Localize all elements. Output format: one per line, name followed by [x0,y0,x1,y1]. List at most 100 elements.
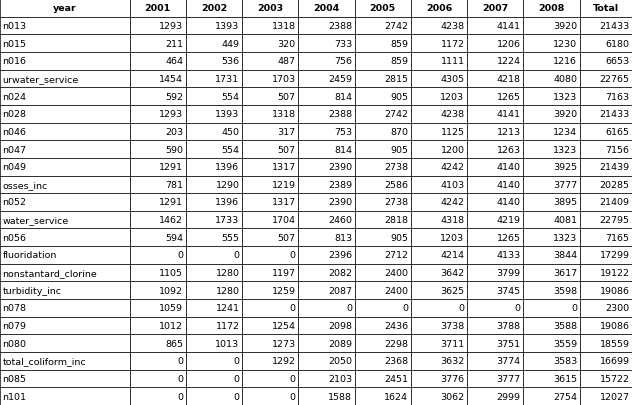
Bar [298,70,355,88]
Text: 2008: 2008 [538,4,564,13]
Text: 1393: 1393 [216,22,240,31]
Text: n078: n078 [3,304,27,313]
Bar [130,194,186,211]
Bar [355,317,411,335]
Bar [298,299,355,317]
Bar [580,335,632,352]
Bar [580,141,632,158]
Bar [242,370,298,388]
Bar [0,17,130,35]
Bar [186,176,242,194]
Text: 1213: 1213 [497,128,521,136]
Text: 2742: 2742 [384,110,408,119]
Text: year: year [53,4,76,13]
Bar [580,264,632,282]
Bar [355,141,411,158]
Text: 7165: 7165 [605,233,629,242]
Bar [186,370,242,388]
Text: n080: n080 [3,339,27,348]
Bar [580,299,632,317]
Text: 592: 592 [166,92,183,101]
Text: 1200: 1200 [441,145,465,154]
Bar [411,352,467,370]
Bar [523,70,580,88]
Bar [580,317,632,335]
Text: 1293: 1293 [159,22,183,31]
Bar [242,211,298,229]
Text: 4214: 4214 [441,251,465,260]
Text: n016: n016 [3,57,27,66]
Bar [580,352,632,370]
Text: 905: 905 [391,233,408,242]
Bar [467,317,523,335]
Bar [298,229,355,247]
Text: 20285: 20285 [600,180,629,190]
Bar [0,370,130,388]
Text: 2738: 2738 [384,198,408,207]
Text: 6165: 6165 [605,128,629,136]
Text: 3588: 3588 [553,321,577,330]
Bar [186,123,242,141]
Bar [298,88,355,106]
Text: 4218: 4218 [497,75,521,84]
Text: 0: 0 [178,374,183,383]
Text: 536: 536 [221,57,240,66]
Text: 2400: 2400 [384,269,408,277]
Text: 0: 0 [290,392,296,401]
Text: 464: 464 [166,57,183,66]
Bar [523,335,580,352]
Bar [467,282,523,299]
Text: 590: 590 [166,145,183,154]
Bar [242,0,298,17]
Text: 4140: 4140 [497,163,521,172]
Text: 2742: 2742 [384,22,408,31]
Bar [580,370,632,388]
Bar [523,0,580,17]
Bar [523,352,580,370]
Bar [580,17,632,35]
Text: n049: n049 [3,163,27,172]
Bar [355,335,411,352]
Text: 814: 814 [334,92,352,101]
Text: 3711: 3711 [441,339,465,348]
Bar [355,35,411,53]
Bar [186,211,242,229]
Bar [355,0,411,17]
Text: 2004: 2004 [313,4,339,13]
Text: 1396: 1396 [216,198,240,207]
Text: 1013: 1013 [216,339,240,348]
Bar [355,88,411,106]
Bar [130,388,186,405]
Bar [411,370,467,388]
Bar [523,88,580,106]
Bar [411,317,467,335]
Bar [0,70,130,88]
Bar [411,88,467,106]
Text: water_service: water_service [3,215,69,225]
Text: 2005: 2005 [370,4,396,13]
Bar [523,123,580,141]
Text: 449: 449 [222,40,240,49]
Bar [467,106,523,123]
Bar [298,335,355,352]
Text: 3615: 3615 [553,374,577,383]
Text: 1206: 1206 [497,40,521,49]
Text: 3925: 3925 [553,163,577,172]
Text: 4140: 4140 [497,180,521,190]
Bar [355,299,411,317]
Bar [411,123,467,141]
Bar [580,53,632,70]
Bar [467,88,523,106]
Text: 3062: 3062 [441,392,465,401]
Bar [186,229,242,247]
Bar [130,70,186,88]
Bar [580,211,632,229]
Text: 1219: 1219 [272,180,296,190]
Bar [298,352,355,370]
Bar [580,388,632,405]
Text: 21433: 21433 [599,110,629,119]
Bar [130,158,186,176]
Text: 17299: 17299 [600,251,629,260]
Text: 0: 0 [403,304,408,313]
Text: 3583: 3583 [553,356,577,365]
